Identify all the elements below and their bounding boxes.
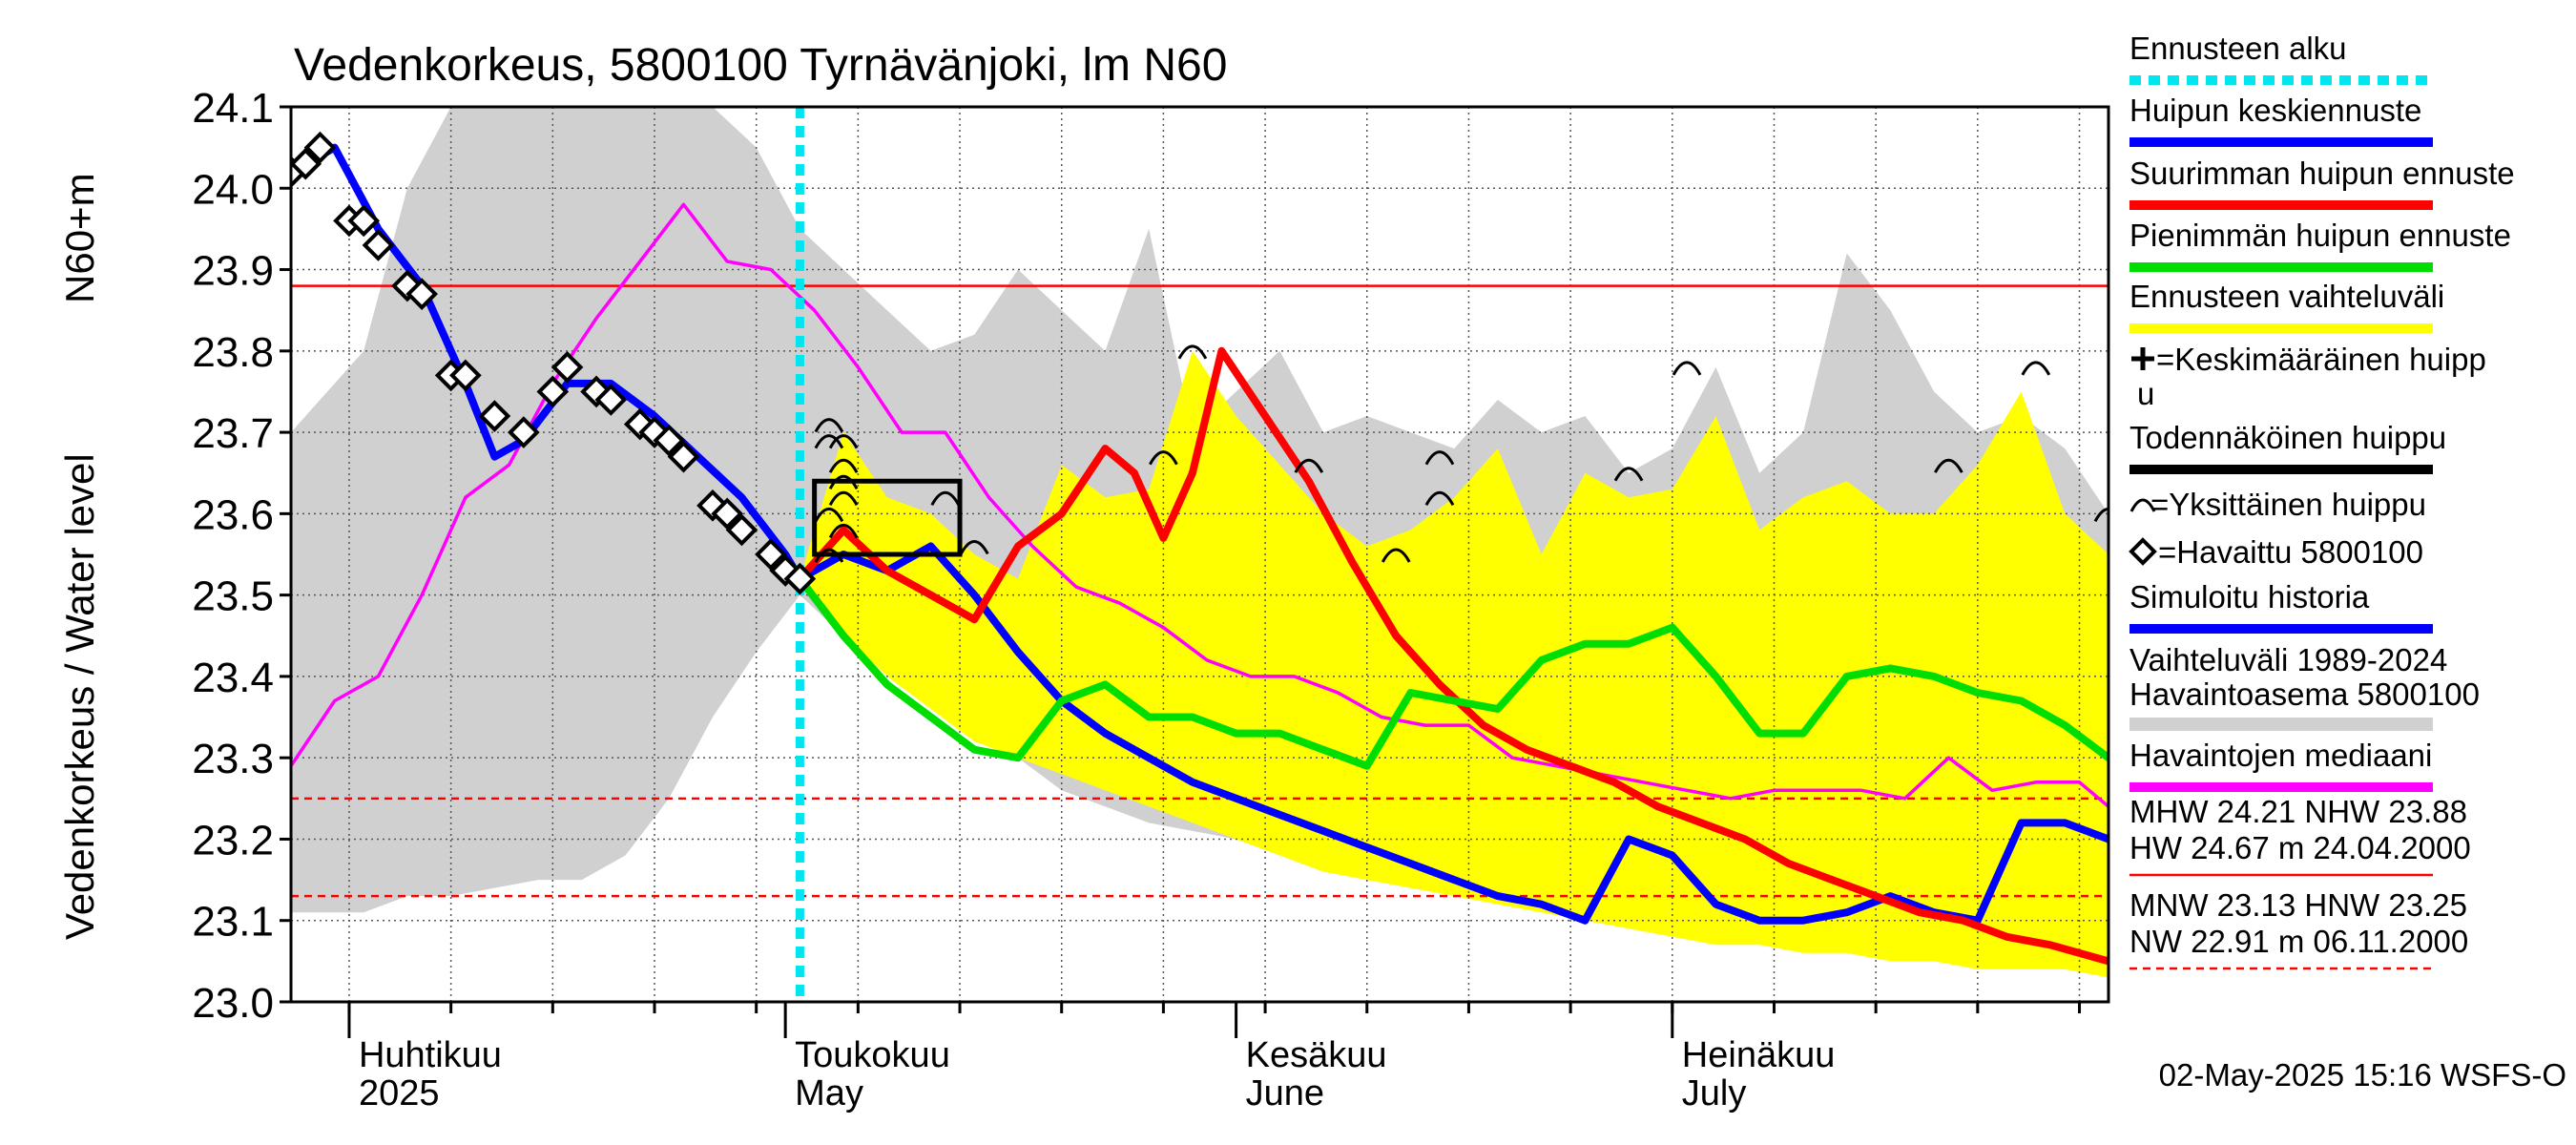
legend-label-2: u xyxy=(2137,376,2154,411)
x-month-label-fi: Huhtikuu xyxy=(359,1035,502,1075)
individual-peak-marker xyxy=(828,490,859,507)
forecast-range-band xyxy=(800,350,2109,978)
legend-label: =Yksittäinen huippu xyxy=(2150,487,2426,522)
x-month-label-en: June xyxy=(1246,1073,1324,1114)
individual-peak-marker xyxy=(814,548,844,563)
x-month-label-en: 2025 xyxy=(359,1073,440,1114)
y-tick-label: 23.1 xyxy=(192,899,274,946)
individual-peak-marker xyxy=(1613,467,1644,482)
observation-marker xyxy=(362,229,395,261)
plot-area: 23.0 23.1 23.2 23.3 23.4 23.5 23.6 23.7 23.8 23.9… xyxy=(192,85,2110,1114)
grid xyxy=(291,107,2109,1002)
individual-peak-marker xyxy=(1424,490,1455,507)
y-axis-unit: N60+m xyxy=(57,173,102,303)
individual-peak-marker xyxy=(828,523,859,539)
legend-label: Ennusteen vaihteluväli xyxy=(2129,279,2444,314)
legend-label: Todennäköinen huippu xyxy=(2129,420,2446,455)
individual-peak-marker xyxy=(828,434,859,449)
observation-marker xyxy=(653,424,686,457)
x-month-label-en: July xyxy=(1682,1073,1747,1114)
observation-marker xyxy=(303,131,337,164)
observation-marker xyxy=(594,384,628,416)
individual-peak-marker xyxy=(814,507,844,523)
legend: Ennusteen alku Huipun keskiennuste Suurimm… xyxy=(2129,31,2515,970)
legend-label-2: NW 22.91 m 06.11.2000 xyxy=(2129,924,2468,959)
legend-label: MNW 23.13 HNW 23.25 xyxy=(2129,887,2467,923)
individual-peak-marker xyxy=(1294,458,1324,473)
x-month-label-fi: Toukokuu xyxy=(795,1035,950,1075)
individual-peak-marker xyxy=(1934,458,1963,473)
legend-label-2: Havaintoasema 5800100 xyxy=(2129,677,2480,712)
observation-marker xyxy=(405,278,438,310)
y-tick-label: 23.0 xyxy=(192,980,274,1027)
individual-peak-marker xyxy=(1177,344,1208,360)
legend-label: =Havaittu 5800100 xyxy=(2158,534,2423,570)
legend-label: Havaintojen mediaani xyxy=(2129,738,2432,773)
observation-marker xyxy=(725,513,758,547)
individual-peak-marker xyxy=(1149,450,1178,466)
observation-marker xyxy=(551,351,584,384)
max-peak-forecast-line xyxy=(796,346,2109,966)
individual-peak-marker xyxy=(930,490,961,507)
observation-marker xyxy=(783,562,817,595)
individual-peak-marker xyxy=(2021,361,2051,376)
y-tick-label: 23.4 xyxy=(192,655,274,701)
plot-inner xyxy=(291,107,2109,1002)
observation-marker xyxy=(347,204,381,238)
legend-label: =Keskimääräinen huipp xyxy=(2156,342,2486,377)
y-tick-label: 24.0 xyxy=(192,166,274,213)
observation-marker xyxy=(508,416,540,448)
y-tick-label: 23.2 xyxy=(192,817,274,864)
individual-peak-marker xyxy=(828,458,859,473)
legend-label: Vaihteluväli 1989-2024 xyxy=(2129,642,2447,677)
y-tick-label: 23.5 xyxy=(192,573,274,620)
x-month-label-fi: Heinäkuu xyxy=(1682,1035,1836,1075)
observation-marker xyxy=(291,147,322,180)
legend-label: Huipun keskiennuste xyxy=(2129,93,2421,128)
y-tick-label: 23.3 xyxy=(192,736,274,782)
median-line xyxy=(291,202,2109,809)
individual-peak-marker xyxy=(959,540,989,555)
y-axis-label: Vedenkorkeus / Water level xyxy=(57,453,102,940)
individual-peak-marker xyxy=(814,418,844,433)
individual-peak-marker xyxy=(1381,548,1411,563)
legend-label: MHW 24.21 NHW 23.88 xyxy=(2129,794,2467,829)
individual-peak-marker xyxy=(828,474,859,489)
y-tick-label: 23.8 xyxy=(192,329,274,376)
y-tick-label: 23.7 xyxy=(192,410,274,457)
observation-marker xyxy=(711,497,744,531)
legend-label: Ennusteen alku xyxy=(2129,31,2347,66)
y-tick-label: 23.6 xyxy=(192,491,274,538)
legend-label: Simuloitu historia xyxy=(2129,579,2370,614)
observation-marker xyxy=(449,359,482,392)
legend-diamond-icon xyxy=(2129,537,2157,566)
individual-peak-marker xyxy=(2093,507,2109,523)
observation-marker xyxy=(536,375,570,408)
legend-label: Pienimmän huipun ennuste xyxy=(2129,218,2511,253)
observation-marker xyxy=(667,440,700,473)
probable-peak-box xyxy=(812,478,963,557)
legend-label: Suurimman huipun ennuste xyxy=(2129,156,2515,191)
x-month-label-fi: Kesäkuu xyxy=(1246,1035,1387,1075)
y-tick-label: 23.9 xyxy=(192,248,274,295)
legend-arc-icon xyxy=(2129,498,2156,512)
legend-plus-icon xyxy=(2131,347,2154,370)
x-month-label-en: May xyxy=(795,1073,863,1114)
footer-timestamp: 02-May-2025 15:16 WSFS-O xyxy=(2159,1057,2566,1093)
observation-marker xyxy=(755,538,787,571)
chart-title: Vedenkorkeus, 5800100 Tyrnävänjoki, lm N… xyxy=(294,40,1227,91)
min-peak-forecast-line xyxy=(796,574,2109,770)
plot-frame xyxy=(289,105,2110,1004)
individual-peak-marker xyxy=(1424,450,1455,466)
individual-peak-marker xyxy=(1672,361,1702,376)
observation-marker xyxy=(478,400,511,432)
legend-label-2: HW 24.67 m 24.04.2000 xyxy=(2129,830,2471,865)
mean-peak-forecast-line xyxy=(796,542,2109,925)
individual-peak-marker xyxy=(814,434,844,449)
y-tick-label: 24.1 xyxy=(192,85,274,132)
